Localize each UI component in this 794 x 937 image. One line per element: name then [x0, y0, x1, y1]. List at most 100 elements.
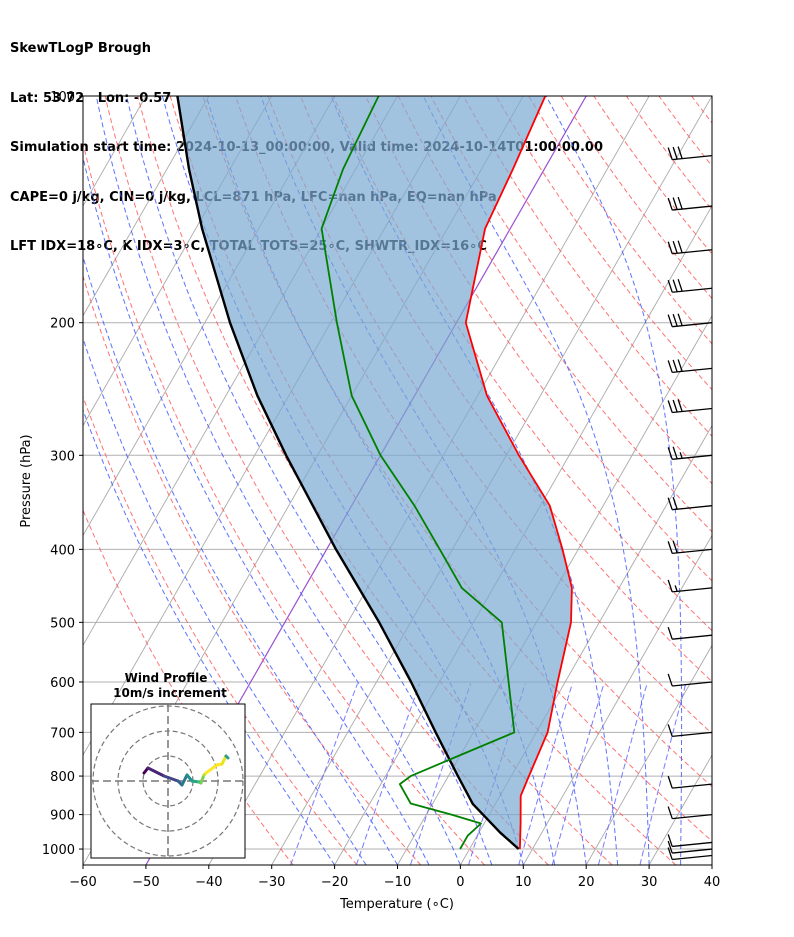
isotherm-line: [522, 534, 712, 865]
wind-barb-feather: [672, 446, 678, 459]
y-tick-label: 100: [50, 90, 75, 105]
dry-adiabat-line: [83, 141, 485, 865]
wind-barb-feather: [672, 279, 678, 292]
wind-barb-feather: [667, 840, 673, 854]
wind-barbs: [667, 146, 713, 861]
wind-barb-feather: [667, 447, 673, 460]
wind-barb-staff: [672, 454, 713, 460]
x-tick-label: 20: [578, 875, 595, 890]
y-tick-label: 300: [50, 449, 75, 464]
wind-barb-feather: [672, 197, 678, 210]
temperature-profile-line: [464, 96, 573, 850]
wind-barb-feather: [677, 240, 683, 253]
wind-barb-feather: [672, 313, 678, 327]
mixing-ratio-line: [290, 683, 358, 865]
wind-barb-half-feather: [679, 452, 683, 459]
isotherm-line: [0, 96, 20, 865]
dry-adiabat-line: [625, 96, 712, 211]
moist-adiabat-line: [545, 96, 683, 865]
wind-barb-feather: [677, 196, 683, 210]
inset-subtitle: 10m/s increment: [113, 686, 227, 700]
x-tick-label: −50: [132, 875, 159, 890]
moist-adiabat-line: [95, 96, 461, 865]
wind-barb-staff: [672, 322, 713, 328]
wind-barb-staff: [672, 548, 713, 555]
wind-barb-feather: [677, 359, 683, 372]
wind-barb-feather: [667, 834, 673, 847]
mixing-ratio-line: [639, 683, 687, 865]
dry-adiabat-line: [593, 96, 712, 255]
wind-barb-staff: [672, 505, 713, 511]
wind-barb-feather: [672, 399, 678, 413]
hodograph-segment: [224, 754, 230, 760]
mixing-ratio-line: [518, 683, 573, 865]
dry-adiabat-line: [691, 96, 712, 124]
isotherm-line: [83, 96, 210, 317]
x-tick-label: −30: [258, 875, 285, 890]
axes: −60 −50 −40 −30 −20 −10 0 10 20 30 40 100 200 300 400 5…: [42, 90, 720, 890]
wind-barb-staff: [672, 287, 713, 293]
isotherm-line: [648, 754, 712, 865]
x-tick-label: 30: [641, 875, 658, 890]
wind-barb-feather: [667, 541, 673, 554]
wind-barb-half-feather: [674, 585, 678, 592]
y-tick-label: 500: [50, 616, 75, 631]
wind-barb-feather: [667, 775, 673, 789]
moist-adiabat-line: [83, 254, 398, 865]
x-axis-label: Temperature (∘C): [339, 897, 454, 912]
isotherm-line: [83, 96, 84, 97]
x-tick-label: −60: [69, 875, 96, 890]
mixing-ratio-line: [409, 683, 472, 865]
hodograph-segment: [204, 763, 219, 775]
y-tick-label: 600: [50, 676, 75, 691]
dewpoint-profile-line: [320, 96, 516, 850]
wind-barb-staff: [672, 407, 713, 414]
moist-adiabat-line: [83, 155, 430, 865]
wind-barb-feather: [667, 806, 673, 819]
hodograph-segment: [146, 766, 166, 778]
plot-area: [0, 96, 794, 865]
wind-barb-staff: [672, 154, 713, 161]
y-tick-label: 200: [50, 317, 75, 332]
dry-adiabat-line: [789, 96, 794, 865]
wind-barb-feather: [672, 497, 678, 510]
wind-barb-staff: [672, 841, 713, 848]
wind-barb-feather: [667, 400, 673, 413]
mixing-ratio-line: [355, 683, 421, 865]
wind-barb-feather: [677, 146, 683, 159]
x-tick-label: 40: [704, 875, 721, 890]
wind-barb-feather: [667, 360, 673, 373]
inset-title: Wind Profile: [125, 671, 208, 685]
mixing-ratio-line: [597, 683, 648, 865]
wind-barb-staff: [672, 783, 713, 789]
station-coordinates: Lat: 53.72 Lon: -0.57: [10, 90, 172, 106]
hodograph-segment: [180, 773, 189, 787]
wind-barb-staff: [672, 205, 713, 211]
wind-barb-staff: [672, 681, 713, 687]
wind-barb-staff: [672, 587, 713, 593]
y-tick-label: 1000: [42, 843, 75, 858]
wind-barb-staff: [672, 731, 713, 738]
y-tick-label: 700: [50, 726, 75, 741]
wind-barb-staff: [672, 854, 713, 861]
dry-adiabat-line: [724, 96, 794, 865]
x-tick-label: −20: [321, 875, 348, 890]
dry-adiabat-line: [560, 96, 712, 300]
y-tick-label: 800: [50, 770, 75, 785]
dry-adiabat-line: [658, 96, 712, 167]
wind-barb-feather: [677, 399, 683, 412]
wind-barb-feather: [667, 724, 673, 737]
x-tick-label: −40: [195, 875, 222, 890]
dry-adiabat-line: [83, 274, 422, 865]
wind-barb-staff: [672, 848, 713, 854]
mixing-ratio-line: [551, 683, 605, 865]
wind-barb-staff: [672, 249, 713, 255]
wind-barb-staff: [672, 813, 713, 820]
dry-adiabat-line: [234, 96, 712, 788]
wind-barb-feather: [667, 241, 673, 254]
wind-barb-feather: [677, 279, 683, 292]
isotherm-line: [334, 204, 712, 865]
dry-adiabat-line: [83, 395, 358, 865]
wind-barb-feather: [677, 313, 683, 326]
